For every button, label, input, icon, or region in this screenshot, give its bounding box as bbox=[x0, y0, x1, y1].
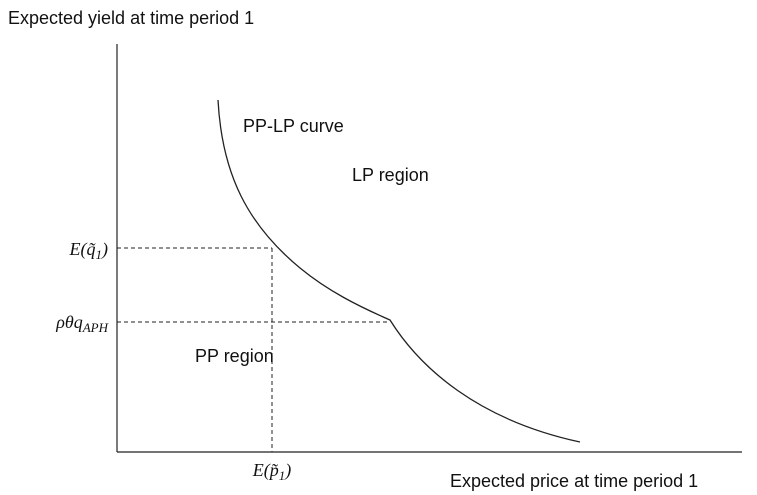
math-main: ρθq bbox=[55, 312, 82, 332]
x-mark-label: E(p̃1) bbox=[252, 460, 292, 483]
curve-label: PP-LP curve bbox=[243, 116, 344, 136]
y-mark-label: ρθqAPH bbox=[55, 312, 108, 335]
region-label: PP region bbox=[195, 346, 274, 366]
y-mark-label: E(q̃1) bbox=[69, 239, 109, 262]
x-axis-label: Expected price at time period 1 bbox=[450, 471, 698, 491]
math-end: ) bbox=[101, 239, 108, 260]
math-main: E(q̃ bbox=[69, 239, 97, 260]
pp-lp-curve bbox=[217, 99, 581, 443]
math-sub: 1 bbox=[96, 247, 103, 262]
math-main: E(p̃ bbox=[252, 460, 279, 481]
math-end: ) bbox=[284, 460, 291, 481]
math-sub: APH bbox=[82, 320, 109, 335]
math-sub: 1 bbox=[279, 468, 286, 483]
y-axis-label: Expected yield at time period 1 bbox=[8, 8, 254, 28]
region-label: LP region bbox=[352, 165, 429, 185]
